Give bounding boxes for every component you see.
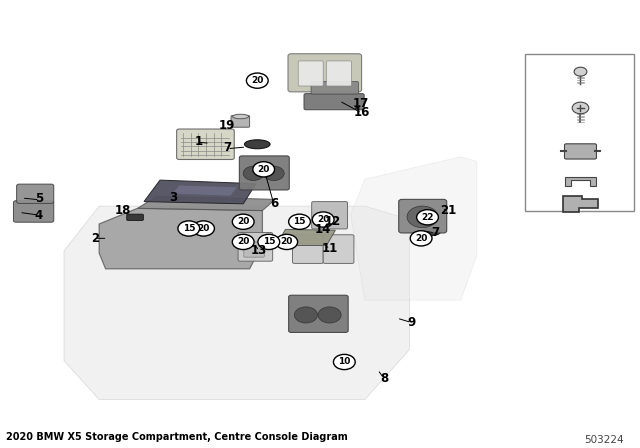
Text: 6: 6 [270,197,278,211]
FancyBboxPatch shape [17,184,54,203]
FancyBboxPatch shape [244,242,264,257]
Polygon shape [276,229,335,246]
FancyBboxPatch shape [177,129,234,159]
Text: 16: 16 [353,105,370,119]
Text: 19: 19 [219,119,236,132]
Circle shape [232,214,254,229]
Text: 8: 8 [380,372,388,385]
Polygon shape [138,196,275,211]
Text: 10: 10 [338,358,351,366]
Polygon shape [351,157,477,300]
Ellipse shape [420,228,440,236]
Text: 12: 12 [324,215,341,228]
Text: 1: 1 [195,134,202,148]
Circle shape [294,307,317,323]
FancyBboxPatch shape [298,61,323,86]
Text: 17: 17 [352,96,369,110]
Circle shape [276,234,298,250]
Ellipse shape [244,140,270,149]
FancyBboxPatch shape [292,235,323,263]
Circle shape [178,221,200,236]
Text: 3: 3 [169,190,177,204]
Text: 503224: 503224 [584,435,624,445]
Text: 22: 22 [528,70,545,84]
Text: 2020 BMW X5 Storage Compartment, Centre Console Diagram: 2020 BMW X5 Storage Compartment, Centre … [6,432,348,442]
Text: 2: 2 [91,232,99,245]
Polygon shape [64,206,410,400]
FancyBboxPatch shape [312,202,348,229]
Circle shape [312,212,334,227]
Circle shape [193,221,214,236]
Circle shape [264,166,284,181]
FancyBboxPatch shape [289,295,348,332]
Text: 20: 20 [257,165,270,174]
Ellipse shape [233,114,248,119]
FancyBboxPatch shape [326,61,351,86]
FancyBboxPatch shape [231,116,250,127]
Text: 7: 7 [223,141,231,155]
Circle shape [246,73,268,88]
Text: 13: 13 [251,244,268,258]
Text: 22: 22 [421,213,434,222]
Text: 20: 20 [317,215,330,224]
Text: 4: 4 [35,208,42,222]
Circle shape [253,162,275,177]
Text: 20: 20 [237,217,250,226]
Circle shape [574,67,587,76]
Polygon shape [99,208,262,269]
Circle shape [243,166,264,181]
Polygon shape [565,177,596,186]
Circle shape [572,102,589,114]
Circle shape [407,206,438,228]
FancyBboxPatch shape [13,201,54,222]
Circle shape [232,234,254,250]
Polygon shape [173,185,237,196]
Circle shape [258,234,280,250]
Text: 15: 15 [528,145,545,158]
FancyBboxPatch shape [304,94,364,110]
Text: 20: 20 [251,76,264,85]
Circle shape [410,231,432,246]
Polygon shape [144,180,256,204]
Text: 20: 20 [237,237,250,246]
Text: 10: 10 [528,175,545,189]
Text: 11: 11 [322,242,339,255]
Text: 14: 14 [315,223,332,236]
Text: 5: 5 [36,192,44,206]
FancyBboxPatch shape [323,235,354,263]
Text: 20: 20 [197,224,210,233]
Text: 15: 15 [182,224,195,233]
Text: 18: 18 [115,204,131,217]
Polygon shape [563,196,598,212]
FancyBboxPatch shape [239,156,289,190]
Text: 9: 9 [408,316,415,329]
Text: 20: 20 [280,237,293,246]
FancyBboxPatch shape [127,214,143,220]
Circle shape [289,214,310,229]
FancyBboxPatch shape [238,233,273,261]
FancyBboxPatch shape [288,54,362,92]
FancyBboxPatch shape [525,54,634,211]
Text: 21: 21 [440,204,456,217]
Text: 20: 20 [528,108,545,121]
Circle shape [318,307,341,323]
Circle shape [417,210,438,225]
Text: 20: 20 [415,234,428,243]
FancyBboxPatch shape [311,82,358,94]
FancyBboxPatch shape [564,144,596,159]
Text: 15: 15 [293,217,306,226]
Circle shape [333,354,355,370]
FancyBboxPatch shape [399,199,447,233]
Text: 7: 7 [431,226,439,240]
Text: 15: 15 [262,237,275,246]
